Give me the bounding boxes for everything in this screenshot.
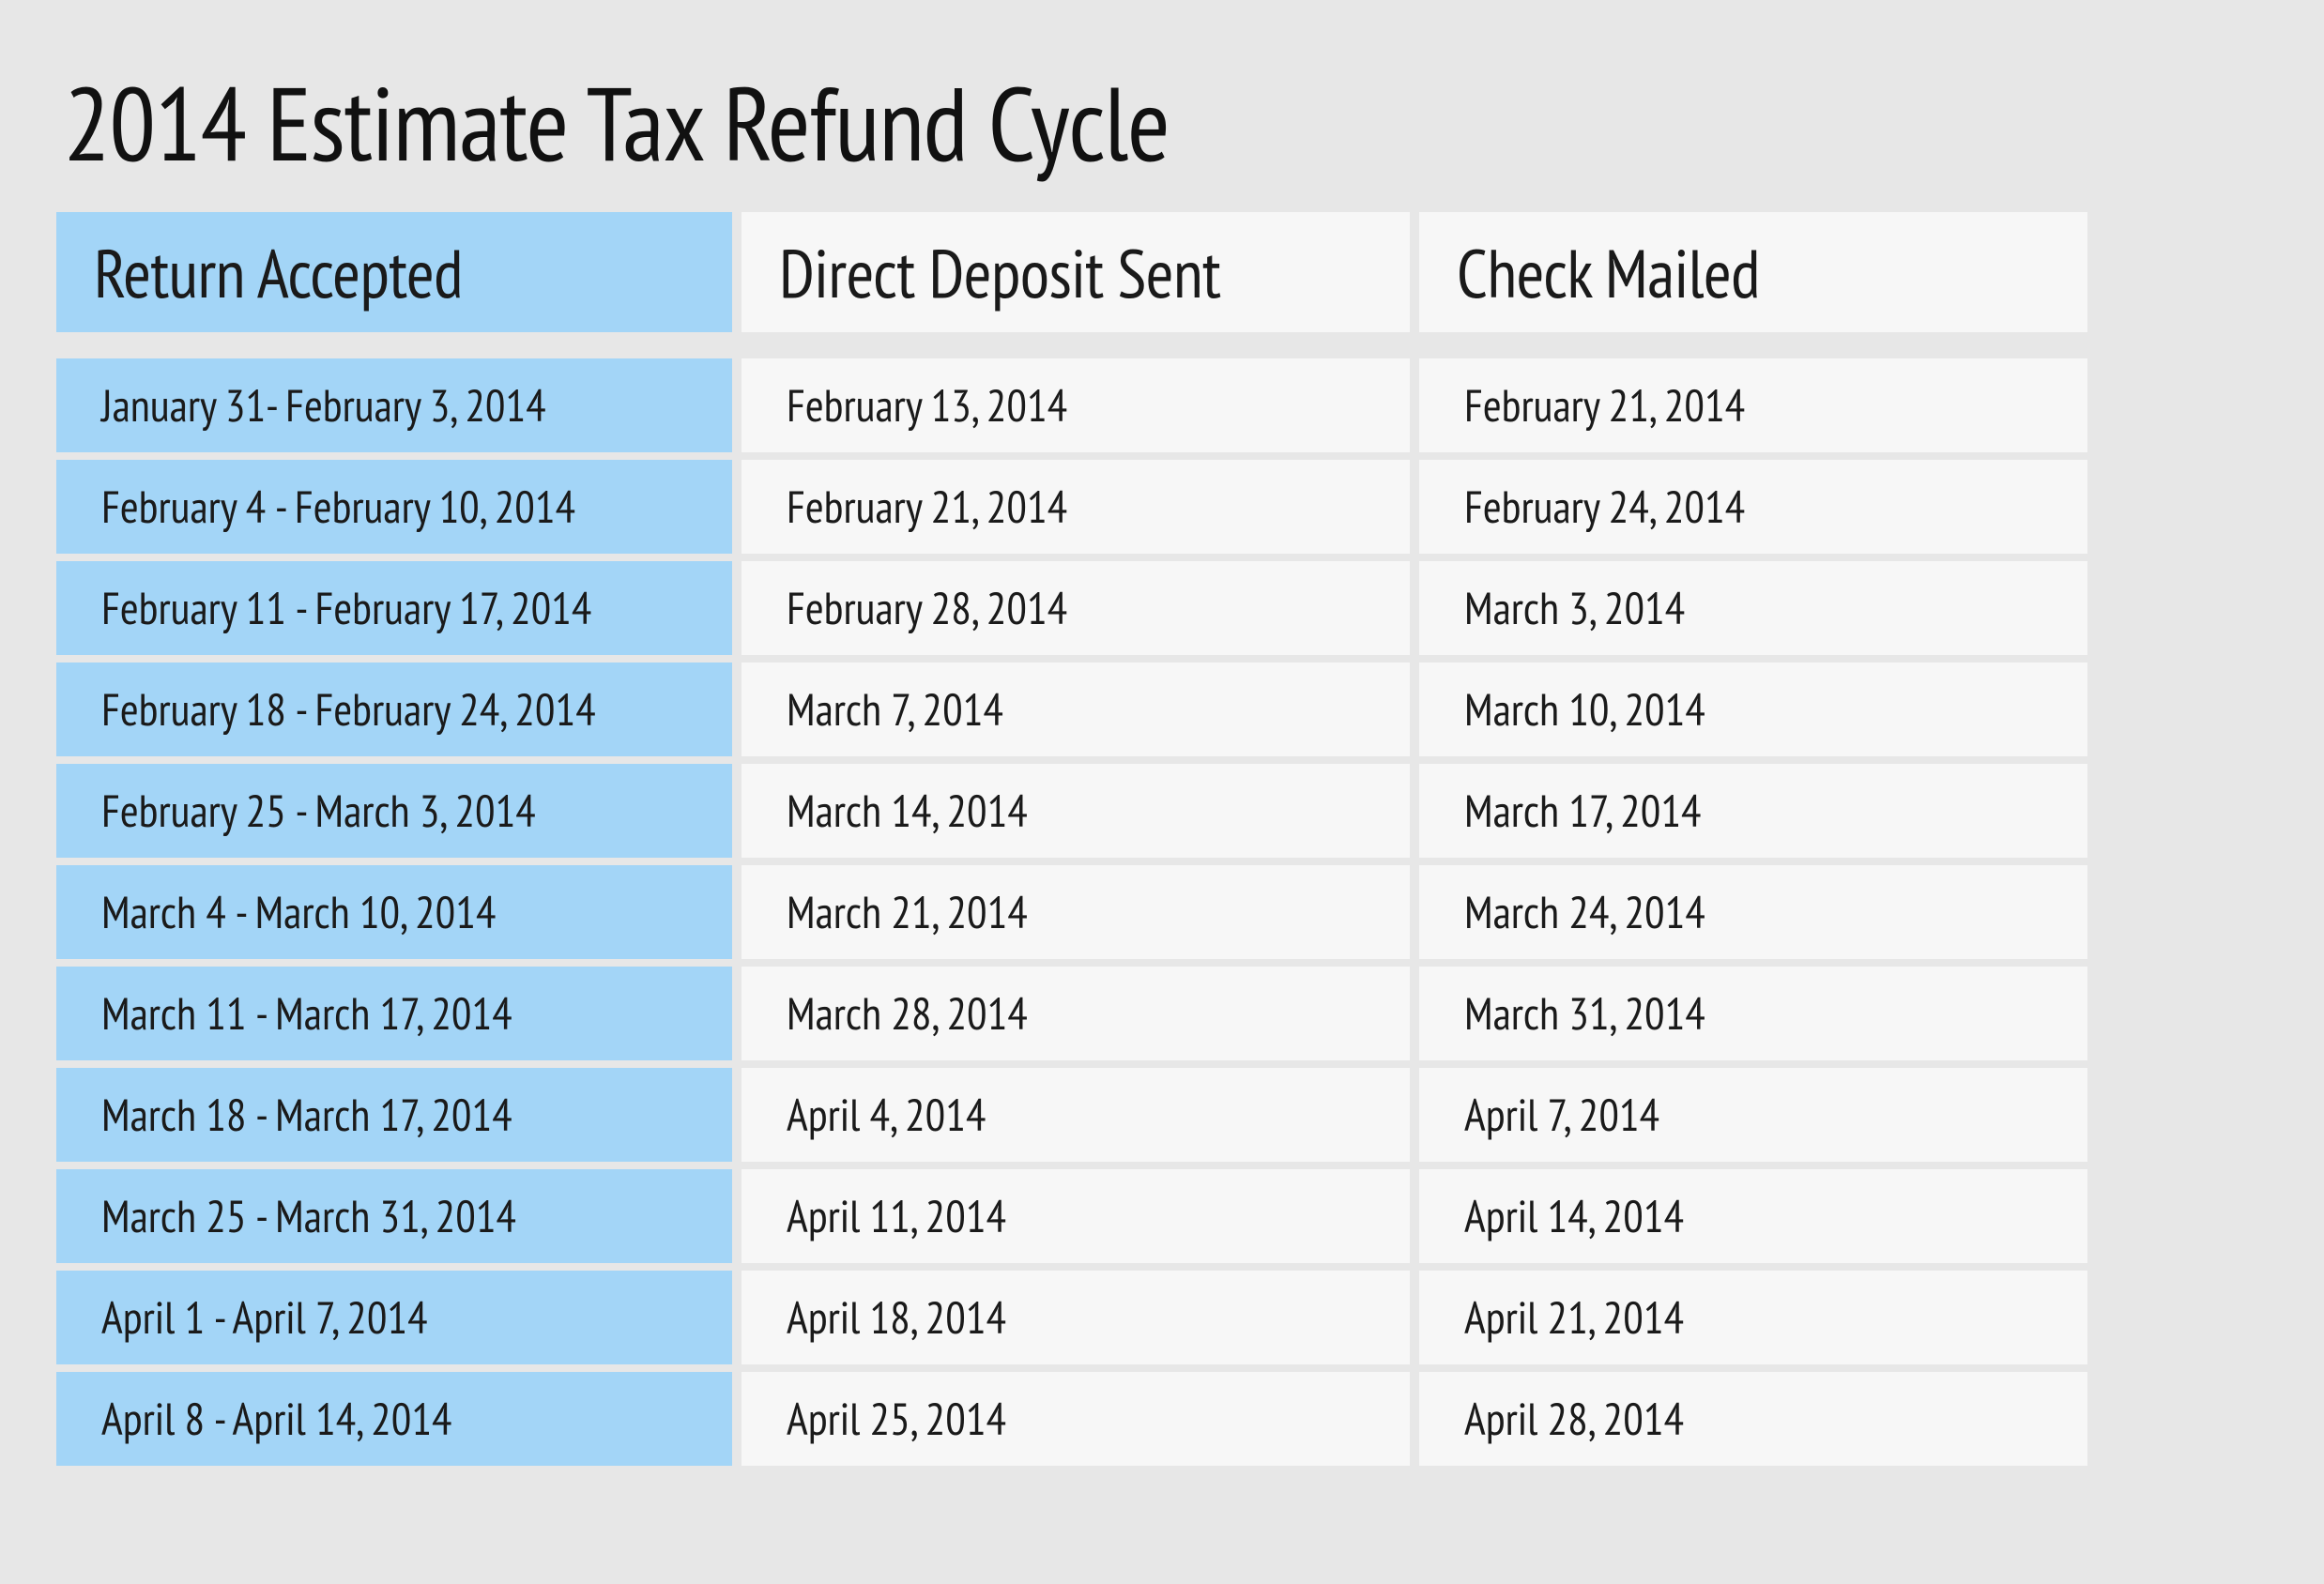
cell-check-mailed: March 31, 2014 xyxy=(1419,967,2087,1060)
cell-return-accepted: April 1 - April 7, 2014 xyxy=(56,1271,732,1364)
page-title: 2014 Estimate Tax Refund Cycle xyxy=(64,56,2268,190)
cell-return-accepted: February 4 - February 10, 2014 xyxy=(56,460,732,554)
cell-check-mailed: March 3, 2014 xyxy=(1419,561,2087,655)
table-row: February 25 - March 3, 2014 March 14, 20… xyxy=(56,764,2268,858)
cell-return-accepted: January 31- February 3, 2014 xyxy=(56,358,732,452)
cell-direct-deposit-sent: March 7, 2014 xyxy=(742,663,1410,756)
table-row: March 4 - March 10, 2014 March 21, 2014 … xyxy=(56,865,2268,959)
cell-check-mailed: April 7, 2014 xyxy=(1419,1068,2087,1162)
cell-direct-deposit-sent: February 28, 2014 xyxy=(742,561,1410,655)
cell-check-mailed: February 24, 2014 xyxy=(1419,460,2087,554)
cell-direct-deposit-sent: April 4, 2014 xyxy=(742,1068,1410,1162)
cell-check-mailed: March 10, 2014 xyxy=(1419,663,2087,756)
cell-check-mailed: April 21, 2014 xyxy=(1419,1271,2087,1364)
cell-return-accepted: April 8 - April 14, 2014 xyxy=(56,1372,732,1466)
table-row: February 18 - February 24, 2014 March 7,… xyxy=(56,663,2268,756)
cell-direct-deposit-sent: March 21, 2014 xyxy=(742,865,1410,959)
table-body: January 31- February 3, 2014 February 13… xyxy=(56,358,2268,1466)
cell-return-accepted: February 18 - February 24, 2014 xyxy=(56,663,732,756)
table-row: January 31- February 3, 2014 February 13… xyxy=(56,358,2268,452)
table-row: March 18 - March 17, 2014 April 4, 2014 … xyxy=(56,1068,2268,1162)
cell-check-mailed: April 28, 2014 xyxy=(1419,1372,2087,1466)
table-row: April 8 - April 14, 2014 April 25, 2014 … xyxy=(56,1372,2268,1466)
table-row: March 11 - March 17, 2014 March 28, 2014… xyxy=(56,967,2268,1060)
cell-direct-deposit-sent: March 28, 2014 xyxy=(742,967,1410,1060)
table-row: February 11 - February 17, 2014 February… xyxy=(56,561,2268,655)
cell-return-accepted: March 18 - March 17, 2014 xyxy=(56,1068,732,1162)
cell-check-mailed: April 14, 2014 xyxy=(1419,1169,2087,1263)
table-row: February 4 - February 10, 2014 February … xyxy=(56,460,2268,554)
column-header-direct-deposit-sent: Direct Deposit Sent xyxy=(742,212,1410,332)
cell-check-mailed: March 24, 2014 xyxy=(1419,865,2087,959)
cell-return-accepted: February 25 - March 3, 2014 xyxy=(56,764,732,858)
table-row: April 1 - April 7, 2014 April 18, 2014 A… xyxy=(56,1271,2268,1364)
cell-return-accepted: March 25 - March 31, 2014 xyxy=(56,1169,732,1263)
table-header-row: Return Accepted Direct Deposit Sent Chec… xyxy=(56,212,2268,332)
cell-return-accepted: March 11 - March 17, 2014 xyxy=(56,967,732,1060)
cell-check-mailed: March 17, 2014 xyxy=(1419,764,2087,858)
cell-direct-deposit-sent: April 25, 2014 xyxy=(742,1372,1410,1466)
page-container: 2014 Estimate Tax Refund Cycle Return Ac… xyxy=(0,0,2324,1511)
cell-direct-deposit-sent: February 13, 2014 xyxy=(742,358,1410,452)
cell-return-accepted: March 4 - March 10, 2014 xyxy=(56,865,732,959)
cell-direct-deposit-sent: February 21, 2014 xyxy=(742,460,1410,554)
cell-check-mailed: February 21, 2014 xyxy=(1419,358,2087,452)
table-row: March 25 - March 31, 2014 April 11, 2014… xyxy=(56,1169,2268,1263)
cell-direct-deposit-sent: April 18, 2014 xyxy=(742,1271,1410,1364)
cell-direct-deposit-sent: March 14, 2014 xyxy=(742,764,1410,858)
cell-direct-deposit-sent: April 11, 2014 xyxy=(742,1169,1410,1263)
column-header-return-accepted: Return Accepted xyxy=(56,212,732,332)
cell-return-accepted: February 11 - February 17, 2014 xyxy=(56,561,732,655)
column-header-check-mailed: Check Mailed xyxy=(1419,212,2087,332)
